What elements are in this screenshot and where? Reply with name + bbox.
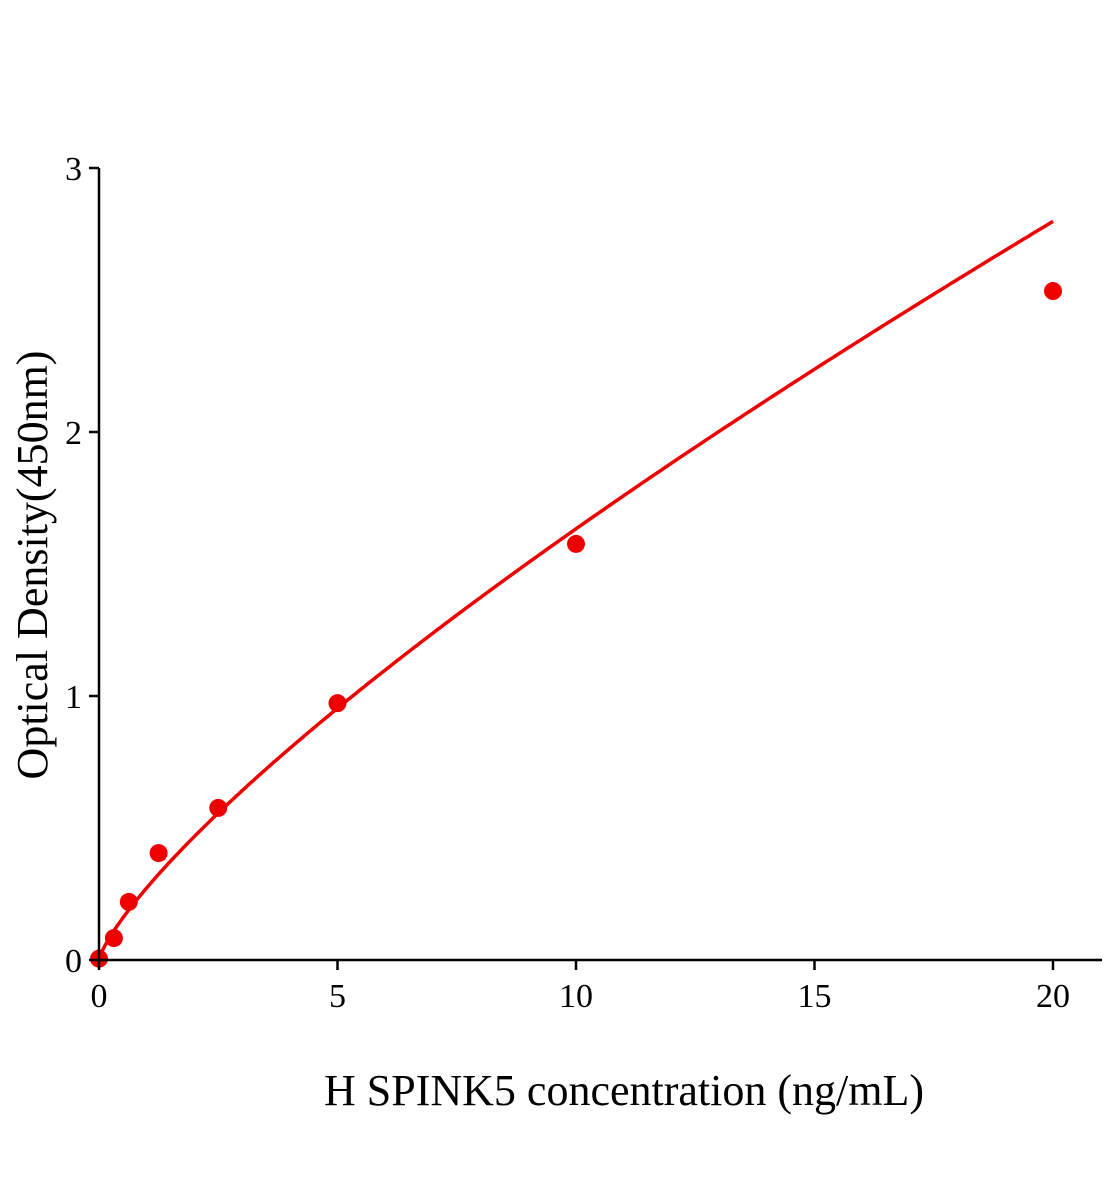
y-tick-label: 0 [65, 943, 82, 980]
x-tick-label: 10 [559, 978, 593, 1015]
y-tick-label: 3 [65, 151, 82, 188]
fit-curve [97, 219, 1054, 961]
x-tick-label: 0 [91, 978, 108, 1015]
data-point [119, 892, 138, 911]
y-axis-title: Optical Density(450nm) [8, 351, 57, 780]
data-point [149, 844, 168, 863]
data-point [104, 929, 123, 948]
data-point [209, 798, 228, 817]
data-point [328, 694, 347, 713]
data-point [1044, 282, 1062, 301]
x-tick-label: 15 [798, 978, 832, 1015]
x-axis-title: H SPINK5 concentration (ng/mL) [324, 1066, 924, 1115]
axes [97, 168, 1102, 962]
plot-area [90, 219, 1062, 968]
data-point [567, 534, 585, 553]
y-tick-label: 2 [65, 415, 82, 452]
x-tick-label: 20 [1036, 978, 1070, 1015]
y-tick-label: 1 [65, 679, 82, 716]
x-tick-label: 5 [329, 978, 346, 1015]
